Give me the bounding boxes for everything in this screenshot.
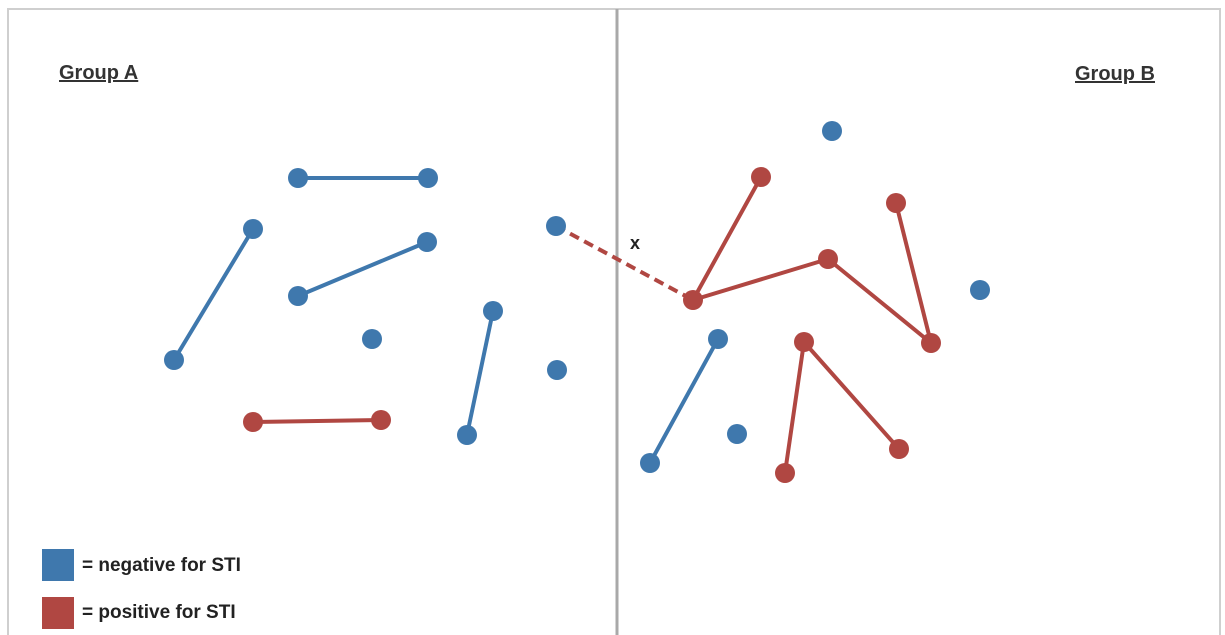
node-a5-negative [288,286,308,306]
node-a6-negative [417,232,437,252]
edge-b9-b12 [802,340,901,451]
node-b9-positive [794,332,814,352]
edge-a3-a4 [172,227,255,362]
edge-b2-b5 [691,175,763,302]
node-b1-negative [822,121,842,141]
legend: = negative for STI = positive for STI [42,549,241,629]
node-b6-negative [970,280,990,300]
group-a-label: Group A [59,62,138,84]
node-b10-negative [640,453,660,473]
node-a13-positive [371,410,391,430]
node-b12-positive [889,439,909,459]
node-b8-negative [708,329,728,349]
legend-positive-label: = positive for STI [82,602,236,623]
cross-edge-label: x [630,233,640,253]
node-b4-positive [818,249,838,269]
edge-b3-b7 [894,201,933,345]
nodes-layer [164,121,990,483]
cross-group-edge [555,224,694,302]
node-a4-negative [164,350,184,370]
node-b11-negative [727,424,747,444]
node-a12-positive [243,412,263,432]
node-a7-negative [546,216,566,236]
node-b7-positive [921,333,941,353]
diagram-border [7,8,1221,635]
edge-b8-b10 [648,337,720,465]
node-b5-positive [683,290,703,310]
edge-a12-a13 [251,418,383,424]
node-b13-positive [775,463,795,483]
node-a1-negative [288,168,308,188]
legend-negative-label: = negative for STI [82,555,241,576]
node-b3-positive [886,193,906,213]
legend-positive-swatch [42,597,74,629]
group-b-label: Group B [1075,63,1155,85]
node-a9-negative [483,301,503,321]
node-a2-negative [418,168,438,188]
edges-layer [172,175,933,475]
edge-b4-b7 [826,257,933,345]
edge-a9-a11 [465,309,495,437]
edge-b5-b4 [691,257,830,302]
node-b2-positive [751,167,771,187]
node-a10-negative [547,360,567,380]
node-a11-negative [457,425,477,445]
node-a3-negative [243,219,263,239]
edge-b9-b13 [783,340,806,475]
node-a8-negative [362,329,382,349]
legend-negative-swatch [42,549,74,581]
edge-a5-a6 [296,240,429,298]
